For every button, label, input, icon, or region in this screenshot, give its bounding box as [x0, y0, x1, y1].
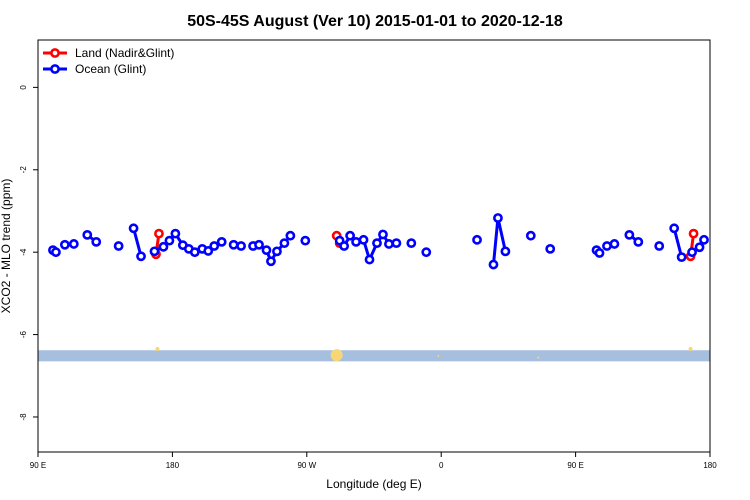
data-point [488, 259, 499, 270]
y-axis: 0 -2 -4 -6 -8 [19, 85, 38, 421]
data-point [378, 229, 388, 240]
data-point [236, 241, 246, 251]
band-marker [155, 347, 160, 351]
data-point [602, 241, 612, 251]
data-point [300, 235, 311, 246]
data-point [285, 230, 296, 241]
legend: Land (Nadir&Glint) Ocean (Glint) [43, 46, 174, 76]
data-point [254, 239, 264, 250]
x-tick-label: 90 W [297, 461, 316, 470]
band-marker [688, 347, 693, 351]
series-line [672, 227, 684, 258]
series-layer [48, 213, 709, 270]
data-point [68, 239, 79, 249]
legend-marker [50, 48, 60, 58]
data-point [633, 236, 644, 247]
legend-item: Land (Nadir&Glint) [43, 46, 174, 60]
y-tick-label: -4 [19, 248, 28, 256]
data-point [91, 236, 102, 247]
data-point [272, 246, 282, 257]
y-axis-label: XCO2 - MLO trend (ppm) [0, 179, 13, 314]
data-point [149, 246, 160, 257]
data-point [406, 238, 417, 249]
data-point [525, 230, 536, 241]
data-point [500, 246, 511, 257]
series-ocean [48, 213, 709, 270]
data-point [358, 234, 369, 245]
data-point [384, 239, 394, 249]
x-tick-label: 90 E [567, 461, 583, 470]
data-point [113, 241, 124, 251]
data-point [345, 230, 356, 241]
data-point [189, 247, 200, 258]
data-point [216, 236, 227, 247]
data-point [472, 234, 482, 245]
x-tick-label: 90 E [30, 461, 46, 470]
data-band [38, 347, 710, 362]
x-tick-label: 0 [439, 461, 444, 470]
data-point [669, 223, 680, 234]
data-point [154, 228, 164, 239]
data-point [694, 242, 705, 253]
y-tick-label: -6 [19, 330, 28, 338]
data-point [609, 239, 620, 249]
data-point [82, 229, 93, 240]
data-point [372, 238, 382, 249]
data-point [391, 238, 402, 249]
data-point [545, 243, 556, 254]
x-tick-label: 180 [703, 461, 717, 470]
data-point [51, 247, 61, 258]
data-point [687, 247, 697, 258]
legend-label: Land (Nadir&Glint) [75, 46, 174, 60]
legend-marker [50, 64, 60, 74]
band-marker [437, 355, 440, 358]
data-point [654, 241, 665, 251]
data-point [209, 241, 220, 251]
x-axis-label: Longitude (deg E) [326, 477, 421, 491]
data-point [699, 234, 709, 245]
data-point [164, 235, 175, 246]
data-point [279, 238, 290, 249]
chart-title: 50S-45S August (Ver 10) 2015-01-01 to 20… [187, 13, 563, 30]
data-point [594, 248, 605, 258]
band-marker [330, 349, 343, 362]
y-tick-label: -2 [19, 166, 28, 174]
legend-item: Ocean (Glint) [43, 62, 146, 76]
data-point [339, 241, 350, 251]
data-point [136, 251, 146, 262]
data-point [170, 228, 181, 239]
band-rect [38, 350, 710, 362]
data-point [266, 256, 276, 267]
data-point [261, 245, 272, 256]
y-tick-label: 0 [19, 85, 28, 90]
x-tick-label: 180 [166, 461, 180, 470]
data-point [688, 228, 699, 239]
data-point [676, 252, 687, 263]
data-point [624, 229, 635, 240]
data-point [421, 247, 432, 258]
data-point [128, 223, 139, 234]
series-line [491, 216, 507, 265]
x-axis: 90 E 180 90 W 0 90 E 180 [30, 452, 717, 470]
legend-label: Ocean (Glint) [75, 62, 146, 76]
plot-frame [37, 39, 711, 453]
series-line [338, 232, 397, 262]
data-point [364, 254, 375, 265]
data-point [351, 236, 361, 247]
y-tick-label: -8 [19, 413, 28, 421]
data-point [493, 213, 503, 223]
data-point [203, 246, 214, 256]
data-point [59, 239, 70, 250]
band-marker [537, 356, 540, 359]
data-point [228, 239, 239, 250]
data-point [158, 241, 169, 252]
